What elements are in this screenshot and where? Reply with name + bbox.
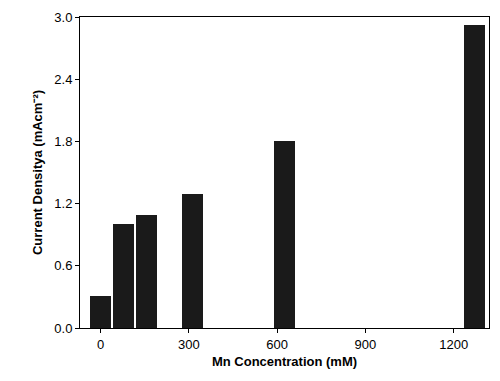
svg-text:600: 600 <box>266 337 288 352</box>
svg-text:0.0: 0.0 <box>54 321 72 336</box>
svg-text:Current Densitya (mAcm⁻²): Current Densitya (mAcm⁻²) <box>30 90 45 255</box>
svg-text:0: 0 <box>97 337 104 352</box>
svg-text:1.8: 1.8 <box>54 134 72 149</box>
svg-text:Mn Concentration (mM): Mn Concentration (mM) <box>212 354 357 369</box>
svg-text:0.6: 0.6 <box>54 258 72 273</box>
svg-text:900: 900 <box>355 337 377 352</box>
svg-text:1.2: 1.2 <box>54 196 72 211</box>
svg-text:3.0: 3.0 <box>54 10 72 25</box>
svg-text:1200: 1200 <box>439 337 468 352</box>
svg-text:2.4: 2.4 <box>54 72 72 87</box>
svg-text:300: 300 <box>178 337 200 352</box>
